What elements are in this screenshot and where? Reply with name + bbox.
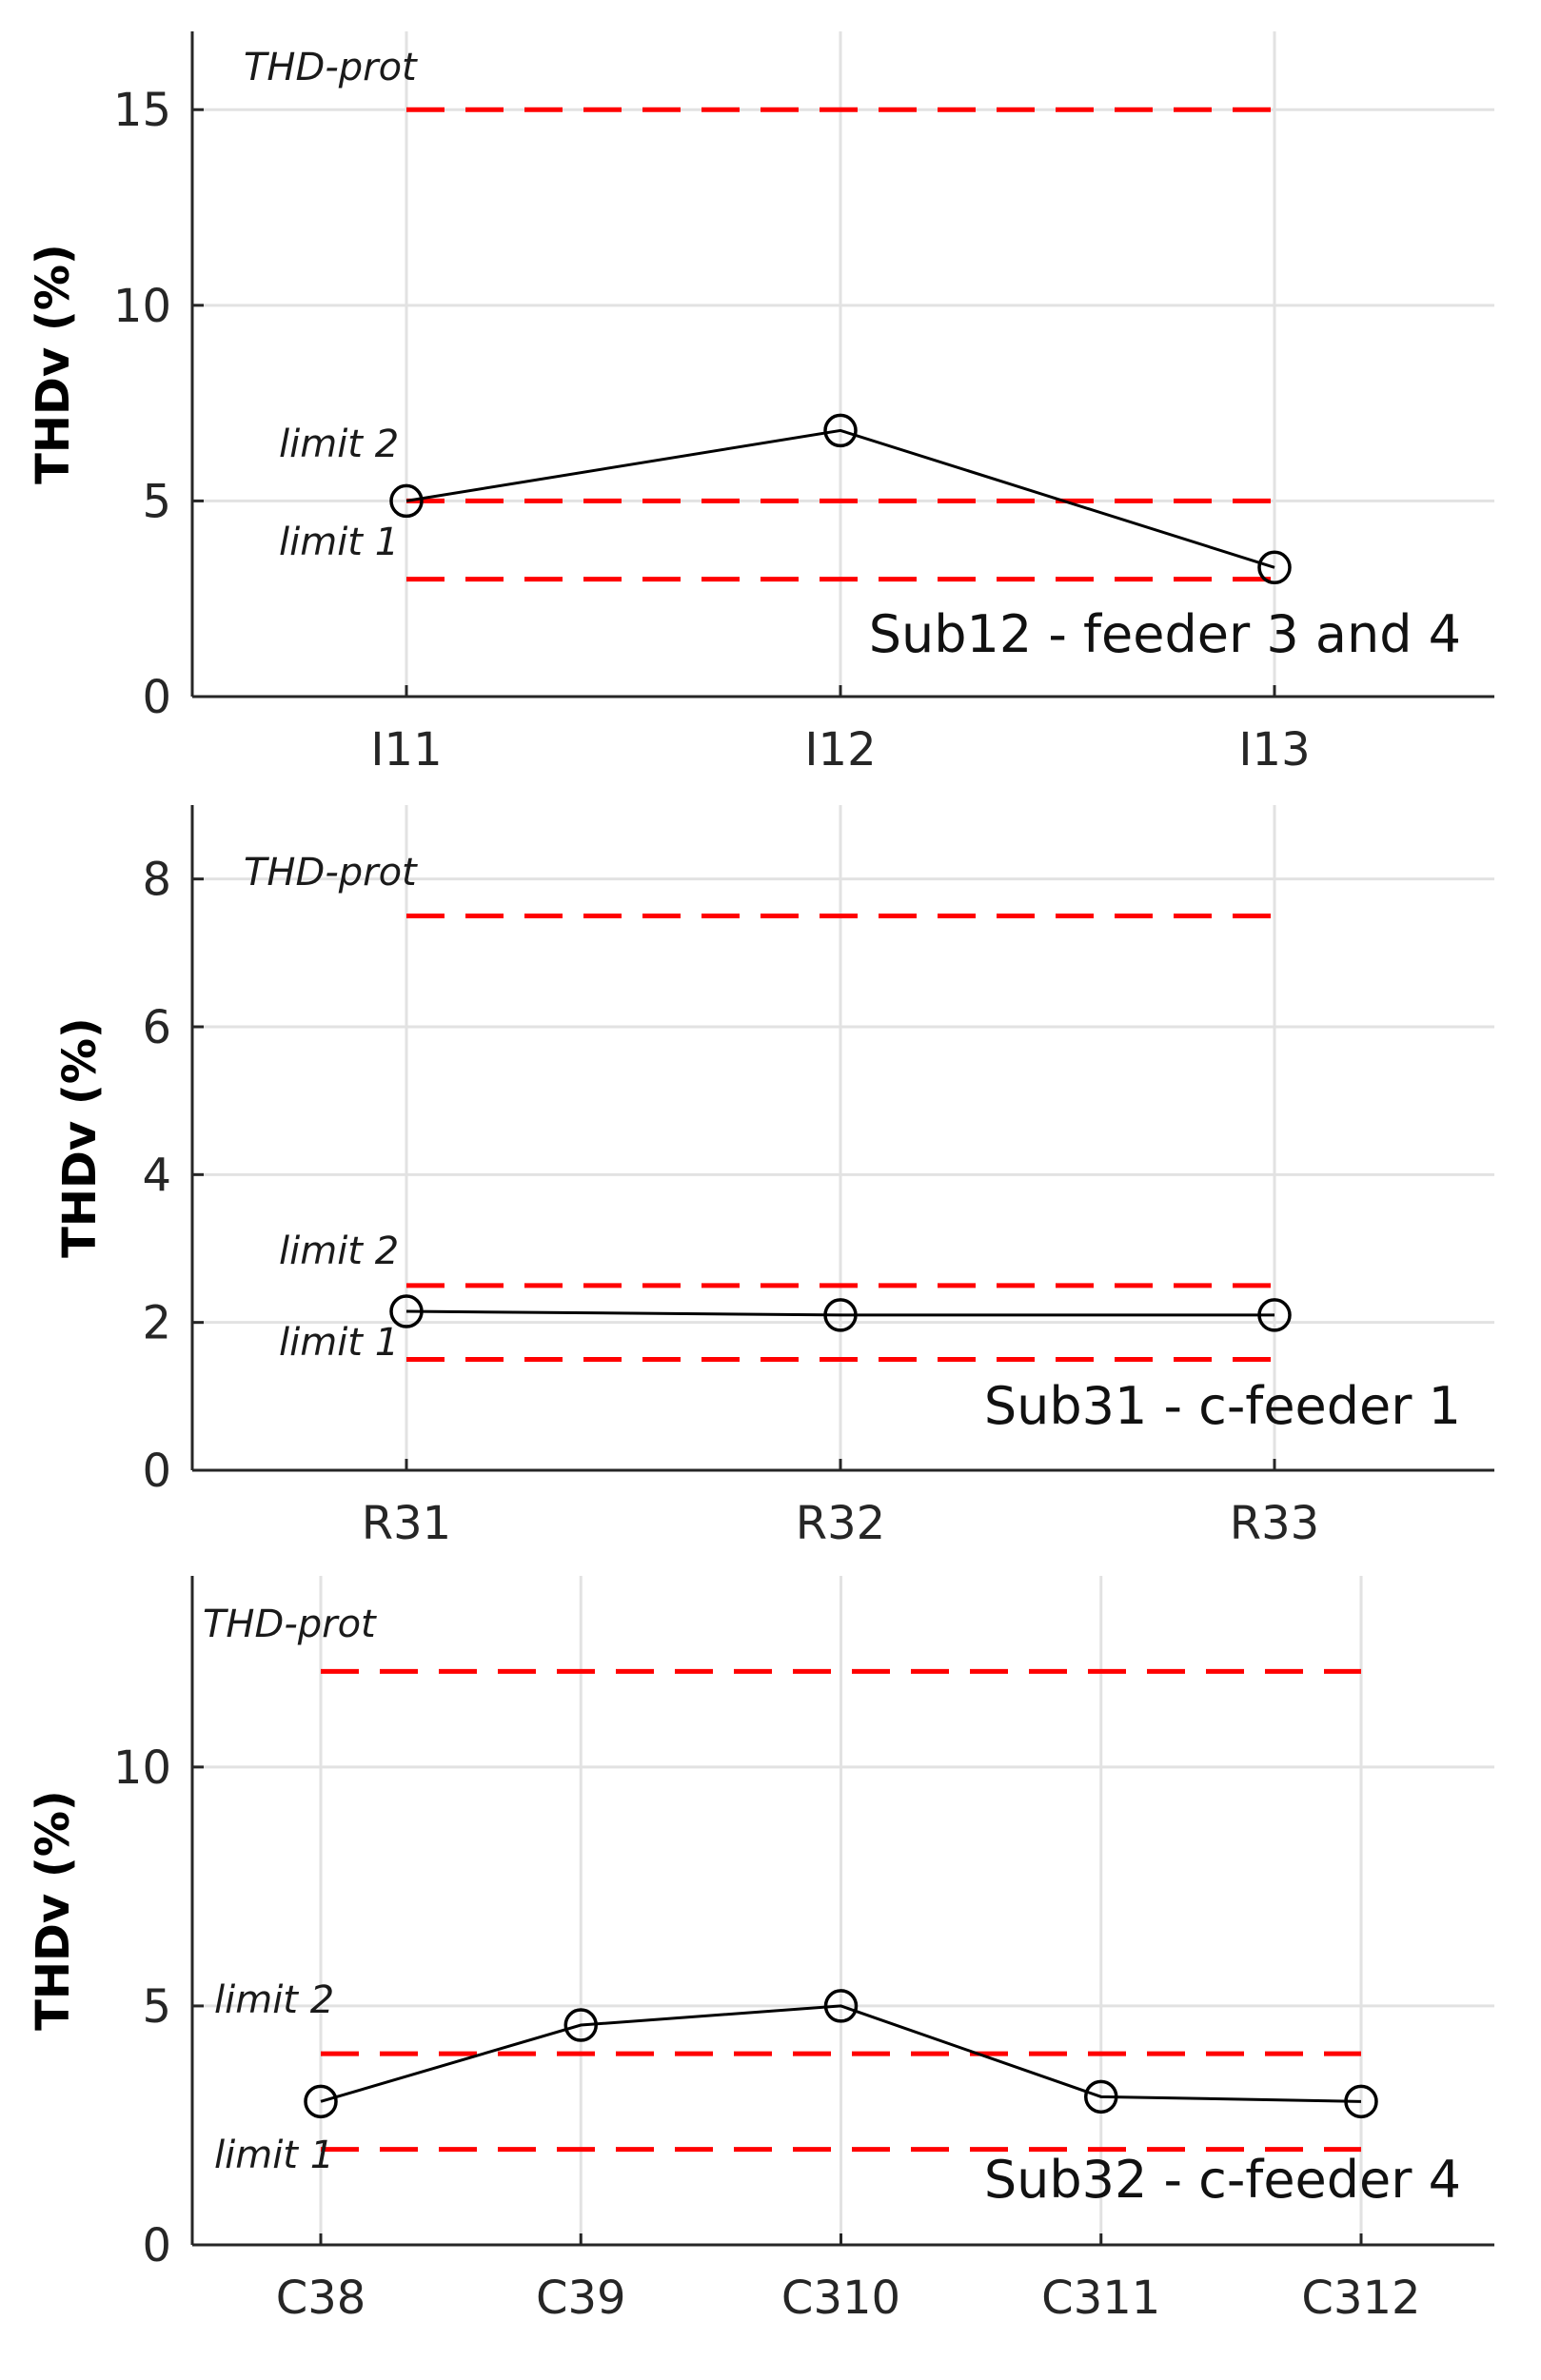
panel-annotation: Sub32 - c-feeder 4 xyxy=(984,2150,1461,2210)
y-tick-label: 5 xyxy=(142,1980,171,2034)
panel-3: 0 5 10 C38 C39 C310 C311 C312 THDv (%) THD-prot li… xyxy=(27,1576,1494,2325)
y-axis-label: THDv (%) xyxy=(27,1790,80,2031)
reference-line-label: THD-prot xyxy=(244,851,418,895)
y-axis-label: THDv (%) xyxy=(27,244,80,484)
data-point xyxy=(389,483,424,519)
reference-line-label: THD-prot xyxy=(244,46,418,89)
x-tick-label: I11 xyxy=(370,723,442,777)
panel-annotation: Sub31 - c-feeder 1 xyxy=(984,1376,1461,1436)
x-tick-label: I12 xyxy=(804,723,876,777)
x-tick-label: R33 xyxy=(1230,1497,1319,1550)
panel-annotation: Sub12 - feeder 3 and 4 xyxy=(869,604,1461,664)
reference-line-label: limit 2 xyxy=(279,1229,399,1273)
y-tick-label: 0 xyxy=(142,1445,171,1498)
series-line xyxy=(405,428,1275,569)
y-tick-label: 10 xyxy=(113,1741,171,1795)
x-tick-label: C310 xyxy=(781,2272,900,2325)
data-point xyxy=(1257,1298,1292,1332)
data-point xyxy=(1257,550,1292,585)
x-tick-label: C38 xyxy=(276,2272,366,2325)
reference-line-label: limit 2 xyxy=(214,1978,334,2022)
reference-line-label: limit 2 xyxy=(279,423,399,466)
data-point xyxy=(823,1989,859,2023)
series-line xyxy=(405,1309,1274,1317)
y-tick-label: 0 xyxy=(142,671,171,724)
data-point xyxy=(823,413,858,448)
data-point xyxy=(563,2008,598,2042)
y-tick-label: 5 xyxy=(142,475,171,528)
y-tick-label: 8 xyxy=(142,854,171,907)
data-point xyxy=(389,1294,424,1328)
x-tick-label: C39 xyxy=(536,2272,626,2325)
x-tick-label: R32 xyxy=(796,1497,885,1550)
y-tick-label: 10 xyxy=(113,280,171,333)
panel-1: 0 5 10 15 I11 I12 I13 THDv (%) THD-prot limit 2 li… xyxy=(27,31,1494,777)
x-tick-label: I13 xyxy=(1238,723,1310,777)
x-tick-label: R31 xyxy=(362,1497,451,1550)
y-tick-label: 2 xyxy=(142,1297,171,1350)
reference-line-label: THD-prot xyxy=(203,1603,377,1646)
data-point xyxy=(823,1298,858,1332)
reference-line-label: limit 1 xyxy=(279,521,399,564)
x-tick-label: C311 xyxy=(1041,2272,1160,2325)
x-tick-label: C312 xyxy=(1301,2272,1420,2325)
reference-line-label: limit 1 xyxy=(214,2134,334,2177)
series-line xyxy=(320,2004,1362,2103)
y-tick-label: 0 xyxy=(142,2219,171,2272)
panel-2: 0 2 4 6 8 R31 R32 R33 THDv (%) THD-prot limit 2 lim… xyxy=(53,805,1494,1550)
y-tick-label: 15 xyxy=(113,84,171,137)
y-tick-label: 4 xyxy=(142,1149,171,1202)
data-point xyxy=(1344,2084,1378,2119)
y-axis-label: THDv (%) xyxy=(53,1017,107,1258)
data-point xyxy=(304,2084,338,2119)
y-tick-label: 6 xyxy=(142,1001,171,1054)
reference-line-label: limit 1 xyxy=(279,1321,399,1365)
data-point xyxy=(1084,2079,1118,2114)
